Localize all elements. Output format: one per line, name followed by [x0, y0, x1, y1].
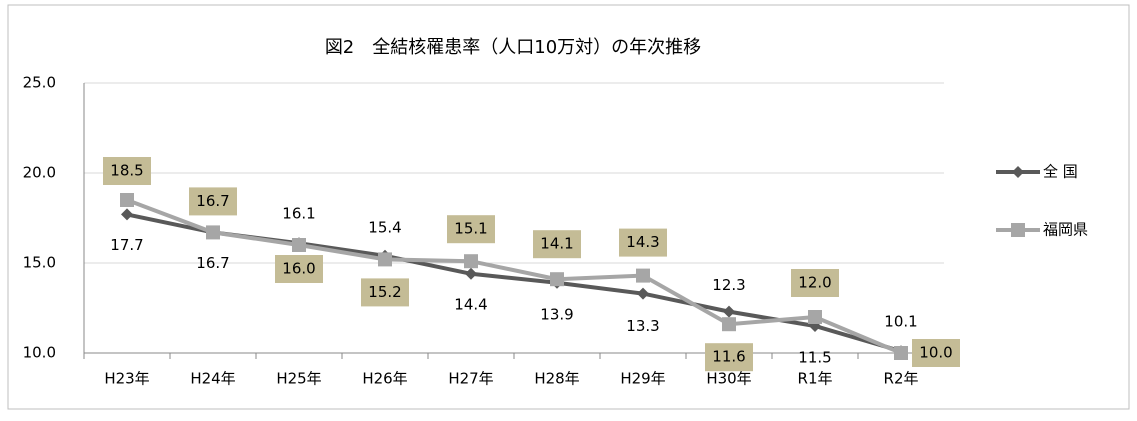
marker	[121, 208, 133, 221]
x-tick-label: H29年	[620, 370, 665, 388]
marker	[464, 254, 478, 269]
data-label: 16.0	[282, 260, 315, 278]
y-tick-label: 20.0	[23, 164, 56, 182]
label-box	[189, 187, 237, 216]
x-tick-label: H27年	[448, 370, 493, 388]
x-tick-label: R2年	[884, 370, 919, 388]
chart-title: 図2 全結核罹患率（人口10万対）の年次推移	[325, 37, 701, 58]
marker	[1011, 223, 1025, 237]
data-label: 14.4	[454, 295, 487, 313]
data-label: 16.1	[282, 205, 315, 223]
data-label: 15.1	[454, 220, 487, 238]
label-box	[619, 228, 667, 257]
data-label: 10.0	[919, 344, 952, 362]
marker	[1012, 166, 1024, 178]
data-label: 11.5	[798, 349, 831, 367]
label-box	[447, 215, 495, 244]
chart-border	[7, 4, 1130, 410]
label-box	[103, 157, 151, 185]
data-label: 15.2	[368, 283, 401, 301]
marker	[550, 272, 564, 287]
marker	[206, 225, 220, 240]
legend-label: 全 国	[1043, 163, 1078, 181]
label-box	[705, 343, 753, 372]
label-box	[361, 278, 409, 307]
marker	[722, 317, 736, 332]
marker	[636, 268, 650, 283]
y-tick-label: 15.0	[23, 254, 56, 272]
y-tick-label: 10.0	[23, 344, 56, 362]
data-label: 10.1	[884, 313, 917, 331]
label-box	[275, 255, 323, 283]
x-tick-label: H28年	[534, 370, 579, 388]
data-label: 12.0	[798, 274, 831, 292]
x-tick-label: H30年	[706, 370, 751, 388]
x-tick-label: H26年	[362, 370, 407, 388]
x-tick-label: R1年	[798, 370, 833, 388]
marker	[120, 193, 134, 207]
label-box	[533, 230, 581, 259]
data-label: 14.3	[626, 233, 659, 251]
data-label: 16.7	[196, 192, 229, 210]
data-label: 15.4	[368, 218, 401, 236]
data-label: 16.7	[196, 254, 229, 272]
label-box	[912, 339, 960, 367]
y-tick-label: 25.0	[23, 74, 56, 92]
data-label: 14.1	[540, 235, 573, 253]
data-label: 17.7	[110, 236, 143, 254]
series-line	[126, 198, 902, 355]
data-label: 18.5	[110, 162, 143, 180]
x-tick-label: H24年	[190, 370, 235, 388]
marker	[637, 287, 649, 300]
marker	[808, 310, 822, 324]
label-box	[791, 269, 839, 297]
data-label: 13.3	[626, 317, 659, 335]
data-label: 12.3	[712, 276, 745, 294]
marker	[292, 238, 306, 252]
data-label: 11.6	[712, 348, 745, 366]
x-tick-label: H23年	[104, 370, 149, 388]
data-label: 13.9	[540, 305, 573, 323]
marker	[378, 252, 392, 267]
marker	[465, 267, 477, 280]
marker	[894, 346, 908, 360]
marker	[723, 305, 735, 318]
x-tick-label: H25年	[276, 370, 321, 388]
legend-label: 福岡県	[1043, 221, 1088, 239]
